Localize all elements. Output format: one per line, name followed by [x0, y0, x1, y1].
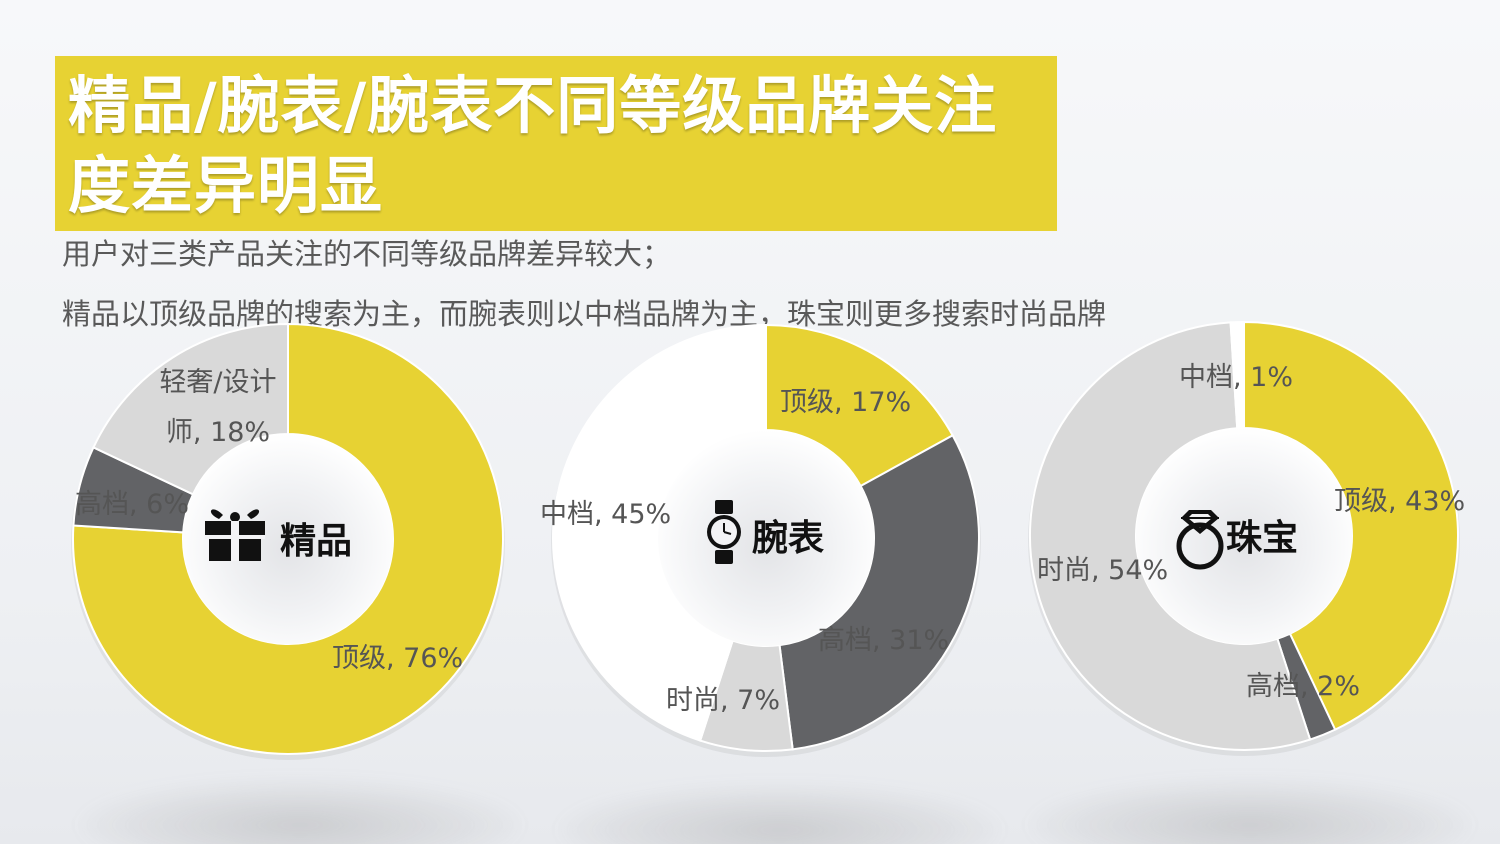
slice-label: 时尚, 54% [1037, 555, 1168, 586]
page-title: 精品/腕表/腕表不同等级品牌关注度差异明显 [68, 69, 998, 222]
center-label-zhubao: 珠宝 [1226, 518, 1298, 559]
slice-label: 顶级, 43% [1334, 486, 1465, 517]
slice-label: 轻奢/设计师, 18% [159, 367, 276, 448]
chart-wanbiao: 顶级, 17% 高档, 31% 时尚, 7% 中档, 45% [540, 323, 981, 757]
chart-jingpin: 顶级, 76% 高档, 6% 轻奢/设计师, 18% [71, 322, 505, 760]
ring-icon [1176, 510, 1224, 570]
gift-icon [205, 509, 265, 561]
subtitle-line-2: 精品以顶级品牌的搜索为主，而腕表则以中档品牌为主，珠宝则更多搜索时尚品牌 [62, 297, 1107, 331]
subtitle-line-1: 用户对三类产品关注的不同等级品牌差异较大； [62, 237, 672, 271]
slice-label: 高档, 2% [1246, 671, 1360, 702]
slice-label: 高档, 31% [818, 625, 949, 656]
center-label-wanbiao: 腕表 [752, 517, 824, 559]
donut-hole [183, 434, 393, 644]
slice-label: 中档, 45% [540, 499, 671, 530]
title-background [55, 56, 1057, 231]
chart-zhubao: 顶级, 43% 高档, 2% 时尚, 54% 中档, 1% [1028, 320, 1465, 756]
slice-label: 时尚, 7% [666, 685, 780, 716]
donut-hole [1136, 428, 1352, 644]
slice-label: 高档, 6% [75, 489, 189, 520]
watch-icon [707, 500, 741, 564]
background-shadow [1030, 780, 1470, 844]
donut-hole [658, 430, 874, 646]
slice-label: 顶级, 76% [332, 643, 463, 674]
slice-label: 中档, 1% [1179, 362, 1293, 393]
background-shadow [80, 780, 520, 844]
center-label-jingpin: 精品 [280, 521, 352, 562]
slice-label: 顶级, 17% [780, 387, 911, 418]
